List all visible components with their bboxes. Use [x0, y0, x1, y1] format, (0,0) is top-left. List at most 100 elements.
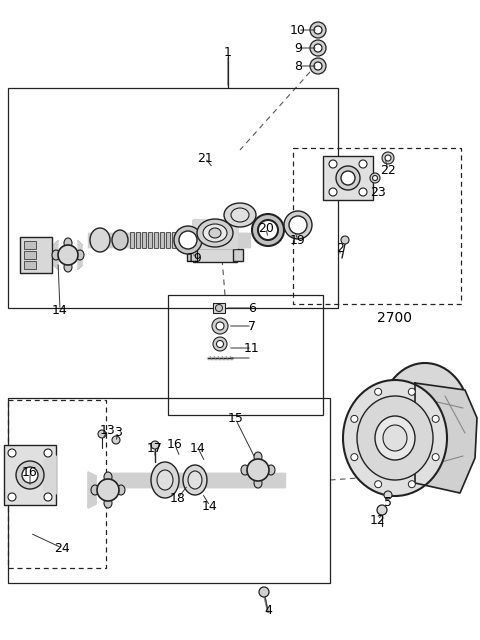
- Bar: [187, 249, 197, 261]
- Circle shape: [16, 461, 44, 489]
- Circle shape: [372, 175, 377, 180]
- Circle shape: [408, 481, 415, 488]
- Polygon shape: [44, 456, 56, 494]
- Circle shape: [370, 173, 380, 183]
- Circle shape: [151, 441, 159, 449]
- Bar: [213, 303, 225, 313]
- Circle shape: [351, 454, 358, 461]
- Circle shape: [8, 449, 16, 457]
- Ellipse shape: [254, 478, 262, 488]
- Text: 24: 24: [54, 541, 70, 554]
- Circle shape: [384, 491, 392, 499]
- Ellipse shape: [188, 471, 202, 489]
- Text: 19: 19: [187, 252, 203, 264]
- Circle shape: [408, 388, 415, 396]
- Text: 22: 22: [380, 163, 396, 177]
- Bar: [24, 251, 36, 259]
- Circle shape: [314, 62, 322, 70]
- Bar: [323, 156, 373, 200]
- Text: 14: 14: [202, 499, 218, 513]
- Circle shape: [289, 216, 307, 234]
- Ellipse shape: [357, 396, 433, 480]
- Polygon shape: [415, 383, 477, 493]
- Ellipse shape: [104, 472, 112, 482]
- Ellipse shape: [267, 465, 275, 475]
- Ellipse shape: [231, 208, 249, 222]
- Text: 2700: 2700: [377, 311, 412, 325]
- Text: 19: 19: [290, 234, 306, 246]
- Circle shape: [336, 166, 360, 190]
- Ellipse shape: [209, 228, 221, 238]
- Text: 17: 17: [147, 442, 163, 454]
- Ellipse shape: [117, 485, 125, 495]
- Text: 15: 15: [228, 412, 244, 424]
- Bar: [8, 400, 106, 568]
- Bar: [172, 232, 176, 248]
- Bar: [148, 232, 152, 248]
- Ellipse shape: [380, 363, 470, 473]
- Circle shape: [314, 44, 322, 52]
- Bar: [24, 241, 36, 249]
- Circle shape: [174, 226, 202, 254]
- Ellipse shape: [76, 250, 84, 260]
- Ellipse shape: [383, 425, 407, 451]
- Text: 14: 14: [52, 303, 68, 317]
- Ellipse shape: [343, 380, 447, 496]
- Text: 1: 1: [224, 45, 232, 58]
- Text: 18: 18: [170, 492, 186, 504]
- Ellipse shape: [90, 228, 110, 252]
- Circle shape: [259, 587, 269, 597]
- Bar: [4, 445, 56, 505]
- Ellipse shape: [375, 416, 415, 460]
- Circle shape: [216, 322, 224, 330]
- Circle shape: [310, 58, 326, 74]
- Circle shape: [329, 160, 337, 168]
- Bar: [142, 232, 146, 248]
- Circle shape: [112, 436, 120, 444]
- Ellipse shape: [112, 230, 128, 250]
- Polygon shape: [193, 220, 237, 248]
- Circle shape: [258, 220, 278, 240]
- Text: 2: 2: [336, 241, 344, 255]
- Text: 11: 11: [244, 342, 260, 355]
- Text: 4: 4: [264, 604, 272, 616]
- Bar: [178, 232, 182, 248]
- Circle shape: [382, 152, 394, 164]
- Ellipse shape: [254, 452, 262, 462]
- Text: 7: 7: [248, 319, 256, 333]
- Text: 21: 21: [197, 152, 213, 164]
- Polygon shape: [78, 241, 82, 269]
- Circle shape: [432, 454, 439, 461]
- Circle shape: [375, 481, 382, 488]
- Text: 13: 13: [100, 424, 116, 436]
- Circle shape: [44, 449, 52, 457]
- Circle shape: [44, 493, 52, 501]
- Circle shape: [212, 318, 228, 334]
- Text: 10: 10: [290, 24, 306, 36]
- Bar: [154, 232, 158, 248]
- Bar: [168, 295, 323, 415]
- Circle shape: [8, 493, 16, 501]
- Text: 9: 9: [294, 42, 302, 54]
- Circle shape: [351, 415, 358, 422]
- Ellipse shape: [183, 465, 207, 495]
- Circle shape: [314, 26, 322, 34]
- Circle shape: [341, 236, 349, 244]
- Text: 5: 5: [384, 495, 392, 509]
- Text: 16: 16: [22, 465, 38, 479]
- Bar: [130, 232, 134, 248]
- Circle shape: [310, 22, 326, 38]
- Ellipse shape: [64, 262, 72, 272]
- Ellipse shape: [197, 219, 233, 247]
- Text: 6: 6: [248, 301, 256, 314]
- Text: 14: 14: [190, 442, 206, 454]
- Circle shape: [385, 155, 391, 161]
- Bar: [24, 261, 36, 269]
- Ellipse shape: [52, 250, 60, 260]
- Ellipse shape: [157, 470, 173, 490]
- Bar: [160, 232, 164, 248]
- Bar: [20, 237, 52, 273]
- Text: 3: 3: [114, 426, 122, 438]
- Ellipse shape: [104, 498, 112, 508]
- Circle shape: [284, 211, 312, 239]
